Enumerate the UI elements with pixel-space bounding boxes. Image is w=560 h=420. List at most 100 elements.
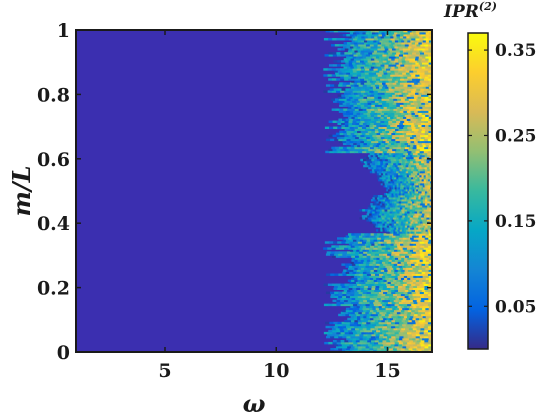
heatmap-cell <box>409 158 414 162</box>
heatmap-cell <box>419 259 424 262</box>
heatmap-cell <box>351 267 356 270</box>
heatmap-cell <box>416 229 420 232</box>
heatmap-cell <box>424 323 429 327</box>
heatmap-cell <box>376 229 379 232</box>
heatmap-cell <box>359 209 363 212</box>
heatmap-cell <box>348 243 353 246</box>
heatmap-cell <box>403 84 409 87</box>
heatmap-cell <box>391 138 396 142</box>
heatmap-cell <box>353 46 358 49</box>
heatmap-cell <box>413 305 417 309</box>
heatmap-cell <box>332 339 338 343</box>
heatmap-cell <box>375 62 380 65</box>
heatmap-cell <box>393 188 396 192</box>
heatmap-cell <box>381 293 386 297</box>
heatmap-cell <box>352 60 357 63</box>
heatmap-cell <box>378 215 382 218</box>
heatmap-cell <box>398 166 402 170</box>
heatmap-cell <box>361 160 365 164</box>
heatmap-cell <box>340 78 345 81</box>
heatmap-cell <box>399 213 403 216</box>
heatmap-cell <box>367 211 371 214</box>
heatmap-cell <box>400 249 405 252</box>
heatmap-cell <box>381 319 386 323</box>
heatmap-cell <box>412 120 417 123</box>
heatmap-cell <box>428 267 432 270</box>
heatmap-cell <box>382 235 387 238</box>
heatmap-cell <box>398 58 403 61</box>
heatmap-cell <box>423 178 427 182</box>
heatmap-cell <box>335 68 341 71</box>
heatmap-cell <box>419 84 425 87</box>
heatmap-cell <box>424 347 429 351</box>
heatmap-cell <box>428 118 432 121</box>
heatmap-cell <box>402 211 406 214</box>
heatmap-cell <box>336 339 342 343</box>
heatmap-cell <box>373 48 379 51</box>
heatmap-cell <box>356 271 361 274</box>
heatmap-cell <box>362 265 367 268</box>
heatmap-cell <box>397 259 402 262</box>
heatmap-cell <box>427 341 432 345</box>
heatmap-cell <box>383 251 389 254</box>
heatmap-cell <box>367 215 371 218</box>
heatmap-cell <box>397 146 402 150</box>
heatmap-cell <box>429 215 432 218</box>
heatmap-cell <box>409 197 413 200</box>
heatmap-cell <box>412 317 417 321</box>
heatmap-cell <box>380 349 385 352</box>
heatmap-cell <box>394 46 399 49</box>
heatmap-cell <box>418 46 423 49</box>
heatmap-cell <box>335 245 340 248</box>
heatmap-cell <box>398 68 404 71</box>
heatmap-cell <box>362 124 367 127</box>
heatmap-cell <box>354 138 360 142</box>
heatmap-cell <box>378 223 381 226</box>
heatmap-cell <box>380 239 385 242</box>
heatmap-cell <box>409 36 414 39</box>
heatmap-cell <box>428 186 431 190</box>
heatmap-cell <box>344 128 349 132</box>
heatmap-cell <box>394 42 399 45</box>
heatmap-cell <box>395 191 398 194</box>
heatmap-cell <box>354 146 359 150</box>
heatmap-cell <box>348 339 353 343</box>
heatmap-cell <box>333 60 338 63</box>
heatmap-cell <box>429 172 432 176</box>
heatmap-cell <box>341 60 346 63</box>
heatmap-cell <box>356 46 361 49</box>
heatmap-cell <box>381 152 385 156</box>
heatmap-cell <box>346 46 351 49</box>
heatmap-cell <box>356 313 361 317</box>
heatmap-cell <box>428 305 432 309</box>
heatmap-cell <box>423 191 426 194</box>
heatmap-cell <box>353 130 358 134</box>
heatmap-cell <box>363 251 368 254</box>
heatmap-cell <box>376 132 381 136</box>
heatmap-cell <box>341 54 346 57</box>
heatmap-cell <box>362 335 368 339</box>
heatmap-cell <box>369 160 373 164</box>
heatmap-cell <box>423 172 427 176</box>
heatmap-cell <box>404 193 407 196</box>
heatmap-cell <box>352 78 357 81</box>
heatmap-cell <box>360 58 365 61</box>
heatmap-cell <box>401 259 405 262</box>
heatmap-cell <box>372 261 377 264</box>
heatmap-cell <box>391 42 396 45</box>
heatmap-cell <box>405 128 410 132</box>
heatmap-cell <box>414 34 419 37</box>
heatmap-cell <box>338 313 343 317</box>
heatmap-cell <box>342 271 347 274</box>
heatmap-cell <box>400 144 405 148</box>
heatmap-cell <box>348 116 353 119</box>
heatmap-cell <box>394 303 400 307</box>
heatmap-cell <box>428 339 432 343</box>
heatmap-cell <box>422 279 427 282</box>
heatmap-cell <box>373 301 378 305</box>
heatmap-cell <box>407 321 413 325</box>
heatmap-cell <box>388 191 391 194</box>
heatmap-cell <box>398 283 404 286</box>
heatmap-cell <box>366 98 371 101</box>
heatmap-cell <box>361 293 367 297</box>
